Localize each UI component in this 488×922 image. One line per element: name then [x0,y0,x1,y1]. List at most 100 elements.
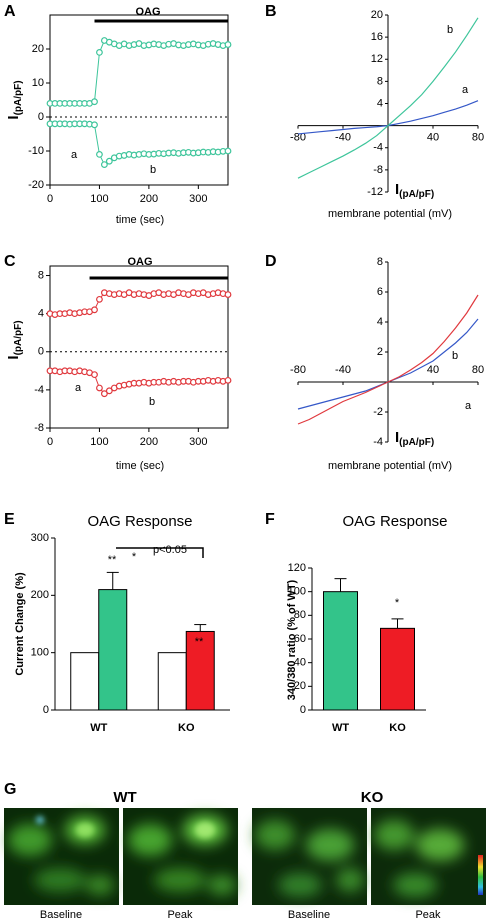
y-axis-label: 340/380 ratio (% of WT) [286,579,298,700]
y-tick-label: 80 [294,609,306,621]
y-tick-label: 4 [377,316,383,328]
annotation: a [71,149,78,161]
micrograph [4,808,119,905]
group-label: WT [113,789,136,806]
series-line [50,39,229,104]
annotation: a [465,400,472,412]
y-tick-label: 40 [294,657,306,669]
y-tick-label: 16 [371,31,383,43]
y-axis-label: I(pA/pF) [395,429,434,448]
y-tick-label: 4 [377,97,383,109]
annotation: ** [195,636,204,648]
y-tick-label: 200 [31,589,49,601]
significance-bracket [116,547,204,558]
y-tick-label: -8 [373,164,383,176]
y-tick-label: 0 [38,111,44,123]
bar [157,652,187,711]
panel-label: C [4,253,16,270]
data-point [96,49,103,56]
y-tick-label: 20 [371,9,383,21]
annotation: * [395,597,400,609]
y-tick-label: 8 [377,256,383,268]
x-tick-label: KO [389,722,406,734]
y-tick-label: 4 [38,308,44,320]
x-tick-label: -80 [290,364,306,376]
y-axis-label-main: I [395,181,399,198]
bar [380,627,415,711]
y-axis-label-main: I [5,355,22,359]
panel-label: E [4,511,15,528]
micrograph [371,808,486,905]
y-tick-label: 0 [43,704,49,716]
annotation: OAG [135,6,160,18]
data-point [224,147,232,155]
x-tick-label: -40 [335,364,351,376]
y-axis-label-main: I [395,429,399,446]
color-bar [478,855,483,895]
y-tick-label: 100 [31,647,49,659]
y-tick-label: 20 [294,680,306,692]
data-point [96,150,103,158]
data-point [91,371,98,379]
y-axis-label-sub: (pA/pF) [399,189,434,200]
y-axis-label: I(pA/pF) [395,181,434,200]
image-caption: Baseline [288,909,330,921]
micrograph [252,808,367,905]
y-tick-label: -4 [373,142,383,154]
y-tick-label: 120 [288,562,306,574]
y-tick-label: 2 [377,346,383,358]
x-tick-label: 300 [189,193,207,205]
group-label: KO [361,789,384,806]
annotation: ** [108,554,117,566]
x-tick-label: 0 [47,436,53,448]
error-bar [391,618,404,629]
x-tick-label: 80 [472,364,484,376]
annotation: b [149,396,155,408]
x-tick-label: 200 [140,193,158,205]
y-tick-label: 8 [377,75,383,87]
y-tick-label: 6 [377,286,383,298]
error-bar [106,571,119,590]
y-tick-label: -4 [373,436,383,448]
series-line [297,17,479,179]
panel-label: A [4,3,16,20]
annotation: p<0.05 [153,544,187,556]
x-axis-label: membrane potential (mV) [328,460,452,472]
y-axis-label: Current Change (%) [14,572,26,676]
bar [98,589,128,711]
x-tick-label: 0 [47,193,53,205]
bar [185,630,215,711]
y-tick-label: 10 [32,77,44,89]
y-tick-label: -2 [373,406,383,418]
annotation: a [75,382,82,394]
panel-label: D [265,253,277,270]
series-line [297,294,479,425]
x-tick-label: 300 [189,436,207,448]
y-axis-label-main: I [5,115,22,119]
bar [323,591,358,711]
annotation: a [462,84,469,96]
data-point [105,157,113,165]
data-point [100,161,108,169]
plot-frame [49,265,229,429]
y-axis-label-sub: (pA/pF) [399,437,434,448]
x-axis-label: membrane potential (mV) [328,208,452,220]
y-axis-label-sub: (pA/pF) [13,80,24,115]
y-tick-label: 8 [38,269,44,281]
error-bar [334,578,347,592]
y-axis-label: I(pA/pF) [5,80,24,119]
y-tick-label: 300 [31,532,49,544]
micrograph [123,808,238,905]
y-tick-label: -10 [28,145,44,157]
annotation: b [447,24,453,36]
y-tick-label: 12 [371,53,383,65]
data-point [91,121,98,129]
chart-title: OAG Response [342,513,447,530]
x-tick-label: 200 [140,436,158,448]
panel-label: G [4,781,16,798]
y-tick-label: 100 [288,586,306,598]
x-tick-label: -80 [290,132,306,144]
y-tick-label: -4 [34,384,44,396]
panel-label: F [265,511,275,528]
error-bar [194,624,207,632]
